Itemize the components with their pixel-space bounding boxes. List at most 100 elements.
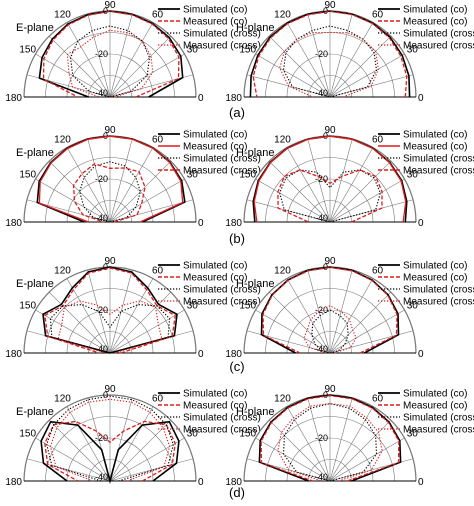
angle-tick-label: 150 [19, 45, 36, 56]
polar-plot-h-plane: 1801501209060300-40-200H-planeSimulated … [225, 0, 474, 104]
grid-spoke [66, 278, 111, 354]
angle-tick-label: 150 [19, 170, 36, 181]
series-line [42, 10, 180, 98]
series-line [72, 163, 146, 223]
grid-spoke [329, 13, 353, 98]
angle-tick-label: 0 [198, 93, 204, 104]
panel-caption: (b) [229, 231, 245, 246]
series-line [44, 267, 176, 354]
legend-label: Simulated (co) [183, 5, 247, 16]
panel-d: 180 150 120 90 60 30 0 -40 -20 0 E-plane Simulated … [5, 384, 474, 500]
grid-spoke [268, 291, 331, 354]
legend-label: Simulated (cross) [403, 285, 474, 296]
grid-spoke [35, 437, 111, 482]
angle-tick-label: 30 [407, 301, 419, 312]
radial-tick-label: -40 [95, 344, 108, 354]
legend-label: Measured (co) [403, 17, 467, 28]
series-line [260, 266, 400, 354]
grid-spoke [329, 35, 392, 98]
legend-label: Measured (cross) [403, 297, 474, 308]
legend: Simulated (co)Measured (co)Simulated (cr… [158, 5, 261, 52]
polar-plot-e-plane: 1801501209060300-40-200E-planeSimulated … [5, 256, 261, 360]
angle-tick-label: 120 [274, 10, 291, 21]
angle-tick-label: 150 [239, 429, 256, 440]
angle-tick-label: 120 [274, 394, 291, 405]
grid-spoke [109, 22, 154, 98]
series-line [262, 266, 398, 354]
grid-spoke [329, 309, 405, 354]
grid-spoke [35, 178, 111, 223]
legend-label: Measured (cross) [183, 425, 261, 436]
angle-tick-label: 120 [274, 266, 291, 277]
grid-spoke [66, 147, 111, 223]
legend: Simulated (co)Measured (co)Simulated (cr… [158, 389, 261, 436]
legend-label: Measured (co) [183, 17, 247, 28]
plane-label: E-plane [16, 147, 54, 159]
angle-tick-label: 150 [239, 301, 256, 312]
grid-spoke [48, 160, 111, 223]
series-line [279, 31, 379, 98]
angle-tick-label: 90 [324, 256, 336, 267]
grid-spoke [109, 178, 185, 223]
series-line [38, 10, 184, 98]
grid-spoke [48, 291, 111, 354]
grid-spoke [66, 22, 111, 98]
legend-label: Simulated (cross) [403, 413, 474, 424]
radial-tick-label: -20 [95, 49, 108, 59]
panel-b: 180 150 120 90 60 30 0 -40 -20 0 E-plane Simulated … [5, 125, 474, 246]
series-line [49, 304, 171, 354]
legend-label: Measured (co) [403, 401, 467, 412]
legend-label: Measured (cross) [183, 166, 261, 177]
angle-tick-label: 150 [19, 301, 36, 312]
angle-tick-label: 90 [104, 256, 116, 267]
angle-tick-label: 30 [407, 429, 419, 440]
legend-label: Simulated (co) [403, 5, 467, 16]
angle-tick-label: 0 [418, 477, 424, 488]
angle-tick-label: 120 [274, 135, 291, 146]
grid-spoke [255, 178, 331, 223]
angle-tick-label: 90 [324, 125, 336, 136]
grid-spoke [307, 138, 331, 223]
angle-tick-label: 30 [407, 45, 419, 56]
series-line [42, 266, 178, 354]
grid-spoke [109, 278, 154, 354]
radial-tick-label: 0 [103, 390, 108, 400]
polar-plot-e-plane: 1801501209060300-40-200E-planeSimulated … [5, 125, 261, 229]
grid-spoke [109, 74, 194, 98]
legend-label: Simulated (co) [183, 261, 247, 272]
legend-label: Measured (cross) [403, 425, 474, 436]
legend-label: Measured (co) [403, 142, 467, 153]
polar-plot-h-plane: 1801501209060300-40-200H-planeSimulated … [225, 256, 474, 360]
plane-label: E-plane [16, 278, 54, 290]
legend-label: Simulated (co) [403, 261, 467, 272]
grid-spoke [286, 22, 331, 98]
legend: Simulated (co)Measured (co)Simulated (cr… [378, 261, 474, 308]
series-line [249, 10, 411, 98]
angle-tick-label: 60 [152, 10, 164, 21]
grid-spoke [268, 35, 331, 98]
grid-spoke [255, 309, 331, 354]
grid-spoke [329, 53, 405, 98]
angle-tick-label: 60 [152, 394, 164, 405]
legend-label: Simulated (cross) [183, 154, 261, 165]
panel-c: 180 150 120 90 60 30 0 -40 -20 0 E-plane Simulated … [5, 256, 474, 374]
angle-tick-label: 0 [418, 349, 424, 360]
series-line [44, 420, 176, 482]
radial-tick-label: -20 [95, 174, 108, 184]
grid-spoke [109, 147, 154, 223]
grid-spoke [255, 53, 331, 98]
legend-label: Measured (co) [403, 273, 467, 284]
grid-spoke [329, 138, 353, 223]
panel-caption: (c) [229, 359, 244, 374]
legend-label: Simulated (cross) [403, 154, 474, 165]
radial-tick-label: -40 [315, 213, 328, 223]
angle-tick-label: 60 [372, 394, 384, 405]
panel-caption: (d) [229, 485, 245, 500]
radial-tick-label: 0 [103, 262, 108, 272]
grid-spoke [329, 278, 374, 354]
radial-tick-label: -20 [95, 433, 108, 443]
angle-tick-label: 150 [19, 429, 36, 440]
grid-spoke [329, 397, 353, 482]
grid-spoke [109, 160, 172, 223]
